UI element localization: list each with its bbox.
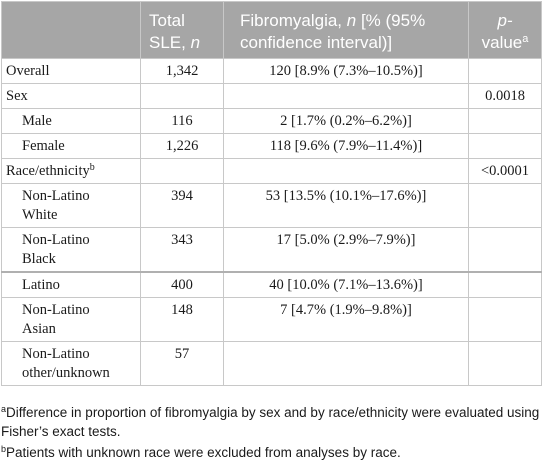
row-p-value: [468, 271, 542, 298]
row-fibromyalgia: 7 [4.7% (1.9%–9.8%)]: [223, 297, 469, 342]
row-total: [140, 158, 224, 184]
header-p-value: p-valuea: [468, 1, 542, 59]
results-table: Total SLE, n Fibromyalgia, n [% (95% confi…: [1, 1, 542, 386]
row-p-value: [468, 341, 542, 386]
row-p-value: [468, 58, 542, 84]
row-total: 57: [140, 341, 224, 386]
table-row: Race/ethnicityb <0.0001: [1, 158, 542, 184]
footnote-marker-b: b: [89, 162, 95, 173]
row-label: Latino: [1, 271, 141, 298]
row-p-value: [468, 297, 542, 342]
footnote-a: aDifference in proportion of fibromyalgi…: [1, 404, 540, 440]
row-label: Female: [1, 133, 141, 159]
table-row: Female 1,226 118 [9.6% (7.9%–11.4%)]: [1, 133, 542, 159]
row-fibromyalgia: 17 [5.0% (2.9%–7.9%)]: [223, 227, 469, 273]
row-label: Non-Latino Black: [1, 227, 141, 273]
header-total-sle: Total SLE, n: [140, 1, 224, 59]
header-label-cell: [1, 1, 141, 59]
table-header-row: Total SLE, n Fibromyalgia, n [% (95% confi…: [1, 1, 542, 59]
footnote-b: bPatients with unknown race were exclude…: [1, 444, 401, 461]
row-p-value: 0.0018: [468, 83, 542, 109]
row-total: 148: [140, 297, 224, 342]
row-p-value: [468, 227, 542, 273]
row-p-value: [468, 108, 542, 134]
row-total: [140, 83, 224, 109]
row-label: Sex: [1, 83, 141, 109]
row-p-value: <0.0001: [468, 158, 542, 184]
row-fibromyalgia: 40 [10.0% (7.1%–13.6%)]: [223, 271, 469, 298]
table-row: Non-Latino White 394 53 [13.5% (10.1%–17.…: [1, 183, 542, 228]
table-row: Non-Latino other/unknown 57: [1, 341, 542, 386]
row-fibromyalgia: 120 [8.9% (7.3%–10.5%)]: [223, 58, 469, 84]
row-total: 400: [140, 271, 224, 298]
table-row: Non-Latino Black 343 17 [5.0% (2.9%–7.9%)…: [1, 227, 542, 273]
row-total: 1,226: [140, 133, 224, 159]
row-label: Overall: [1, 58, 141, 84]
row-fibromyalgia: [223, 158, 469, 184]
row-fibromyalgia: [223, 341, 469, 386]
row-total: 116: [140, 108, 224, 134]
table-row: Male 116 2 [1.7% (0.2%–6.2%)]: [1, 108, 542, 134]
table-row: Non-Latino Asian 148 7 [4.7% (1.9%–9.8%)]: [1, 297, 542, 342]
row-fibromyalgia: 2 [1.7% (0.2%–6.2%)]: [223, 108, 469, 134]
table-row: Sex 0.0018: [1, 83, 542, 109]
row-fibromyalgia: 118 [9.6% (7.9%–11.4%)]: [223, 133, 469, 159]
row-p-value: [468, 183, 542, 228]
row-label: Male: [1, 108, 141, 134]
row-p-value: [468, 133, 542, 159]
row-total: 394: [140, 183, 224, 228]
row-total: 1,342: [140, 58, 224, 84]
table-row: Latino 400 40 [10.0% (7.1%–13.6%)]: [1, 271, 542, 298]
row-fibromyalgia: 53 [13.5% (10.1%–17.6%)]: [223, 183, 469, 228]
table-footnotes: aDifference in proportion of fibromyalgi…: [1, 403, 541, 462]
row-fibromyalgia: [223, 83, 469, 109]
row-label: Race/ethnicityb: [1, 158, 141, 184]
table-row: Overall 1,342 120 [8.9% (7.3%–10.5%)]: [1, 58, 542, 84]
header-fibromyalgia: Fibromyalgia, n [% (95% confidence interv…: [223, 1, 469, 59]
row-label: Non-Latino other/unknown: [1, 341, 141, 386]
row-label: Non-Latino White: [1, 183, 141, 228]
row-total: 343: [140, 227, 224, 273]
row-label: Non-Latino Asian: [1, 297, 141, 342]
